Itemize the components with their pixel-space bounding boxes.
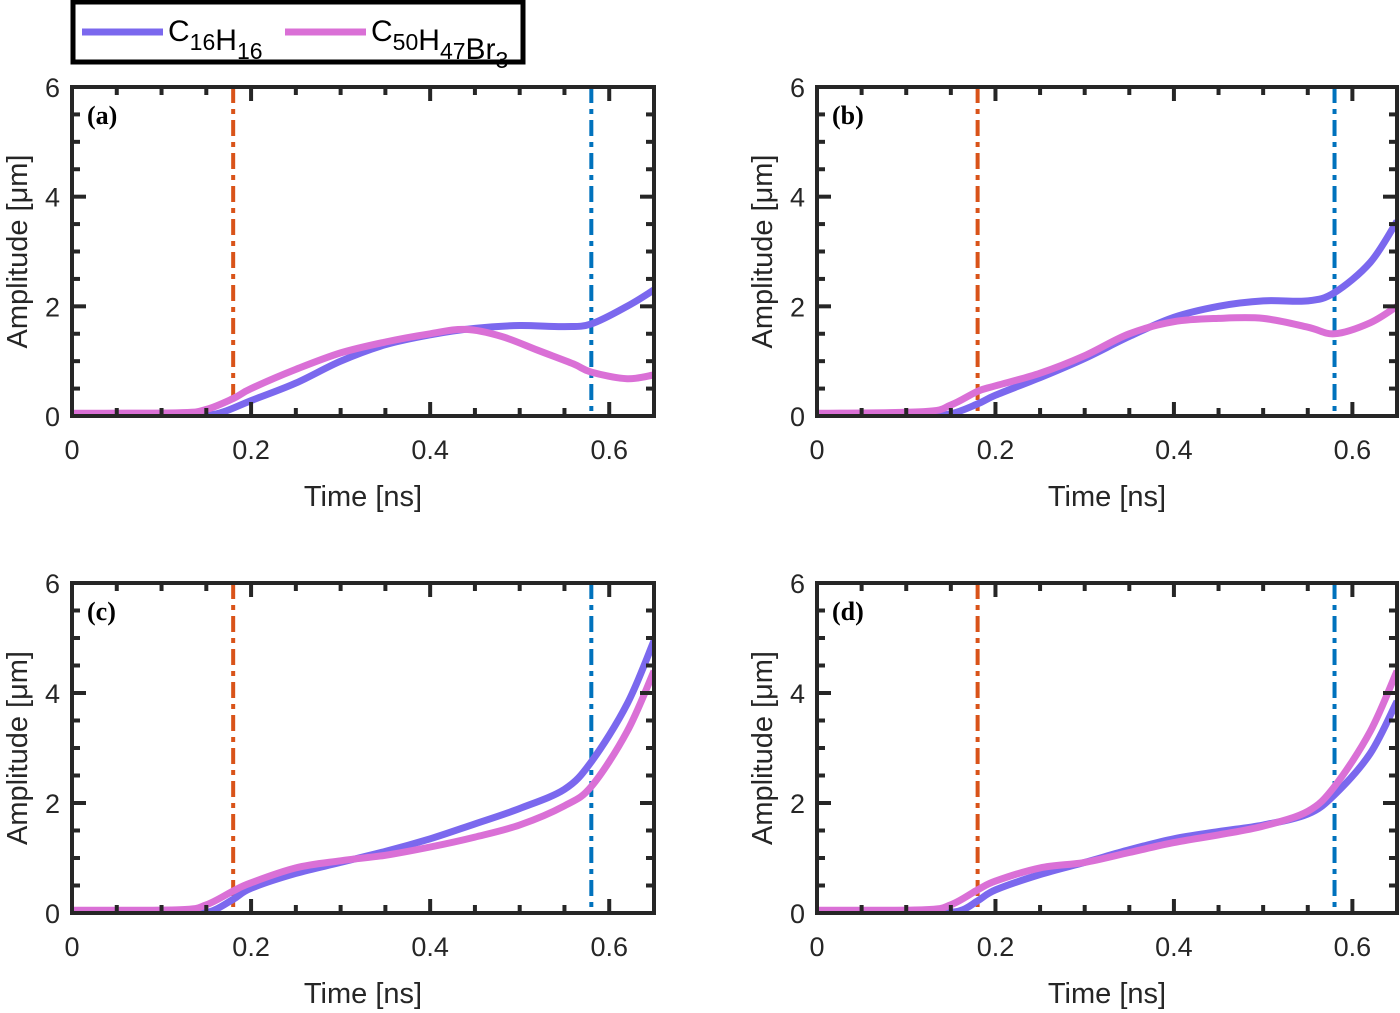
series-line-c16h16 <box>72 639 654 913</box>
x-tick-label: 0.6 <box>590 932 628 962</box>
axes-frame <box>815 85 1399 418</box>
x-tick-label: 0.6 <box>1334 435 1372 465</box>
axes-frame <box>70 85 656 418</box>
y-tick-label: 6 <box>790 73 805 103</box>
axes-frame <box>815 581 1399 915</box>
x-tick-label: 0.2 <box>977 435 1015 465</box>
x-tick-label: 0 <box>809 435 824 465</box>
panel-label: (c) <box>87 597 116 626</box>
y-axis-title: Amplitude [μm] <box>2 651 34 845</box>
y-tick-label: 0 <box>45 402 60 432</box>
legend: C16H16 C50H47Br3 <box>70 0 526 73</box>
y-tick-label: 0 <box>790 899 805 929</box>
y-tick-label: 6 <box>45 569 60 599</box>
legend-label-c50h47br3: C50H47Br3 <box>371 15 508 73</box>
y-tick-label: 4 <box>790 183 805 213</box>
panel-b: 0 0.2 0.4 0.6 0 2 4 6 Time [ns] Amplitude [μm] (b) <box>747 73 1399 513</box>
series-line-c16h16 <box>72 286 654 416</box>
x-tick-label: 0.4 <box>1155 435 1193 465</box>
x-tick-label: 0.6 <box>1334 932 1372 962</box>
x-axis-title: Time [ns] <box>304 481 422 513</box>
x-axis-title: Time [ns] <box>304 978 422 1010</box>
y-tick-label: 2 <box>45 292 60 322</box>
y-tick-label: 4 <box>790 679 805 709</box>
x-tick-label: 0 <box>64 932 79 962</box>
panel-label: (d) <box>832 597 864 626</box>
x-tick-label: 0 <box>809 932 824 962</box>
y-tick-label: 4 <box>45 183 60 213</box>
axes-frame <box>70 581 656 915</box>
legend-label-c16h16: C16H16 <box>168 15 263 64</box>
x-tick-label: 0.2 <box>232 932 270 962</box>
y-tick-label: 0 <box>790 402 805 432</box>
panel-a: 0 0.2 0.4 0.6 0 2 4 6 Time [ns] Amplitude [μm] (a) <box>2 73 656 513</box>
y-tick-label: 2 <box>790 292 805 322</box>
y-axis-title: Amplitude [μm] <box>747 155 779 349</box>
panel-c: 0 0.2 0.4 0.6 0 2 4 6 Time [ns] Amplitude [μm] (c) <box>2 569 656 1010</box>
panel-d: 0 0.2 0.4 0.6 0 2 4 6 Time [ns] Amplitude [μm] (d) <box>747 569 1399 1010</box>
x-tick-label: 0.4 <box>411 435 449 465</box>
series-line-c50h47br3 <box>72 669 654 913</box>
x-axis-title: Time [ns] <box>1048 481 1166 513</box>
series-line-c50h47br3 <box>817 669 1397 913</box>
x-tick-label: 0.4 <box>411 932 449 962</box>
x-axis-title: Time [ns] <box>1048 978 1166 1010</box>
y-tick-label: 4 <box>45 679 60 709</box>
panel-label: (a) <box>87 101 117 130</box>
y-tick-label: 6 <box>790 569 805 599</box>
panel-label: (b) <box>832 101 864 130</box>
x-tick-label: 0.4 <box>1155 932 1193 962</box>
series-line-c50h47br3 <box>817 303 1397 416</box>
y-tick-label: 6 <box>45 73 60 103</box>
y-tick-label: 2 <box>45 789 60 819</box>
series-line-c16h16 <box>817 219 1397 416</box>
y-tick-label: 0 <box>45 899 60 929</box>
y-axis-title: Amplitude [μm] <box>2 155 34 349</box>
x-tick-label: 0.2 <box>977 932 1015 962</box>
series-line-c50h47br3 <box>72 325 654 416</box>
y-tick-label: 2 <box>790 789 805 819</box>
x-tick-label: 0 <box>64 435 79 465</box>
x-tick-label: 0.2 <box>232 435 270 465</box>
x-tick-label: 0.6 <box>590 435 628 465</box>
y-axis-title: Amplitude [μm] <box>747 651 779 845</box>
